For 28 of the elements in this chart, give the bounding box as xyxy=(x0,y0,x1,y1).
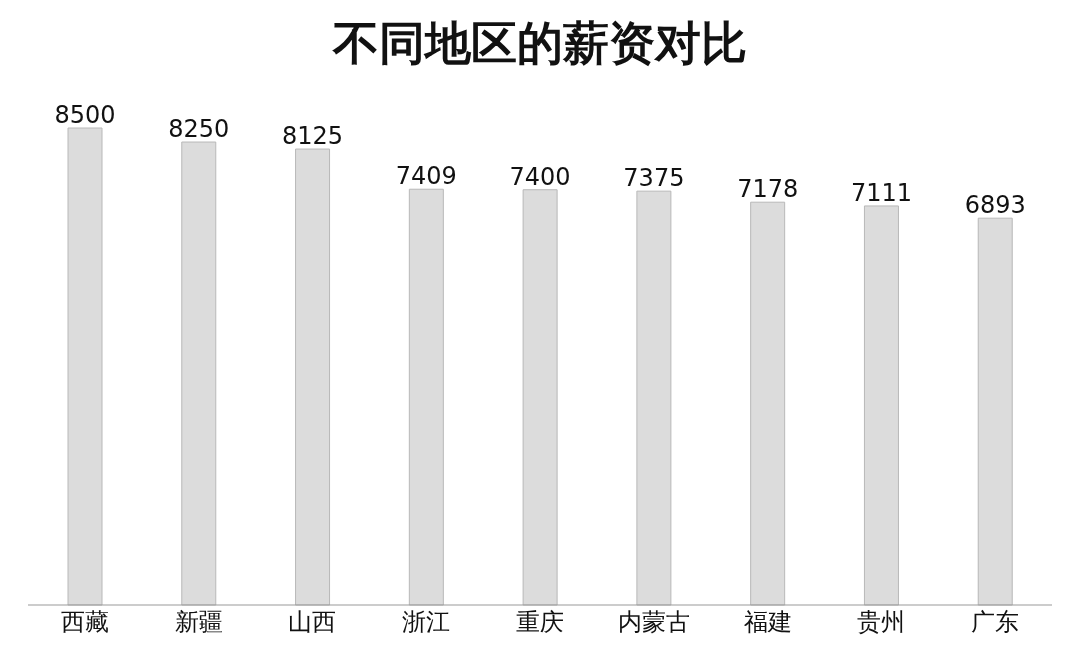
x-tick-label: 新疆 xyxy=(174,608,223,637)
data-label: 7178 xyxy=(737,175,799,204)
bar xyxy=(636,190,672,606)
x-tick-label: 重庆 xyxy=(516,608,564,637)
bar xyxy=(863,205,899,606)
x-tick-label: 贵州 xyxy=(857,608,906,637)
chart-title: 不同地区的薪资对比 xyxy=(331,15,748,72)
x-tick-label: 山西 xyxy=(288,608,337,637)
data-label: 6893 xyxy=(964,191,1026,220)
bar xyxy=(295,148,331,606)
data-label: 7375 xyxy=(623,164,685,193)
bar xyxy=(977,217,1013,606)
x-tick-label: 浙江 xyxy=(402,608,451,637)
bar xyxy=(522,189,558,606)
bar xyxy=(67,127,103,606)
data-label: 7409 xyxy=(395,162,457,191)
x-tick-label: 内蒙古 xyxy=(617,608,690,637)
bar xyxy=(408,188,444,606)
x-tick-label: 福建 xyxy=(743,608,792,637)
data-label: 7400 xyxy=(509,162,571,191)
data-label: 8125 xyxy=(282,122,344,151)
x-tick-label: 西藏 xyxy=(60,608,109,637)
bar xyxy=(181,141,217,606)
data-label: 8250 xyxy=(168,115,230,144)
bar xyxy=(750,201,786,606)
data-label: 8500 xyxy=(54,101,116,129)
x-tick-label: 广东 xyxy=(971,608,1020,637)
data-label: 7111 xyxy=(850,178,912,207)
